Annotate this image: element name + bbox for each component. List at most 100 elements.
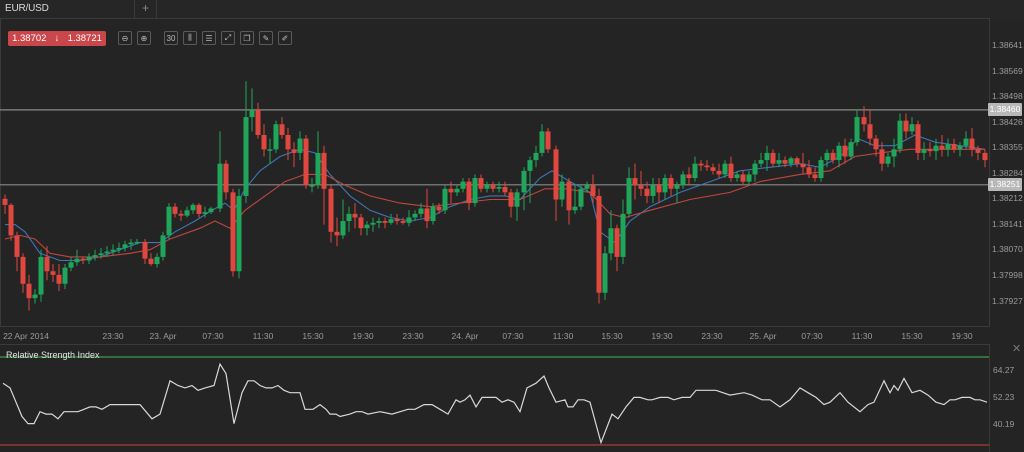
pencil-icon: ✐ — [281, 33, 289, 43]
timeframe-button[interactable]: 30 — [164, 31, 178, 45]
candle-body — [236, 195, 242, 272]
candle-body — [854, 117, 860, 143]
candle-body — [321, 152, 327, 189]
candle-body — [668, 178, 674, 189]
candle-body — [818, 160, 824, 179]
candle-body — [921, 149, 927, 153]
candle-body — [412, 213, 418, 218]
candle-body — [418, 208, 424, 214]
candle-body — [382, 221, 388, 223]
compare-button[interactable]: ❐ — [240, 31, 254, 45]
candle-body — [406, 217, 412, 223]
time-tick-label: 07:30 — [801, 331, 823, 341]
candle-body — [885, 156, 891, 164]
candle-body — [638, 185, 644, 189]
candle-body — [909, 124, 915, 132]
time-tick-label: 11:30 — [252, 331, 274, 341]
candle-body — [442, 188, 448, 211]
candle-body — [508, 192, 514, 207]
candle-body — [104, 251, 110, 254]
candle-body — [496, 186, 502, 189]
candle-body — [273, 124, 279, 150]
arrow-down-icon: ↓ — [54, 33, 60, 44]
moving-average-line — [4, 148, 985, 258]
tab-eurusd[interactable]: EUR/USD — [0, 0, 134, 19]
candle-body — [92, 255, 98, 257]
candle-body — [674, 185, 680, 189]
candle-body — [223, 163, 229, 193]
candle-body — [190, 204, 196, 211]
add-tab-button[interactable]: + — [134, 0, 157, 19]
candle-body — [698, 163, 704, 166]
time-tick-label: 15:30 — [901, 331, 923, 341]
candle-body — [196, 204, 202, 214]
candle-body — [533, 152, 539, 161]
candle-body — [602, 253, 608, 293]
candle-body — [848, 142, 854, 157]
candle-body — [334, 231, 340, 236]
moving-average-line — [5, 134, 986, 262]
price-tick-label: 1.37927 — [992, 296, 1023, 306]
candle-body — [903, 120, 909, 132]
candle-body — [8, 204, 14, 236]
edit-button[interactable]: ✎ — [259, 31, 273, 45]
rsi-title: Relative Strength Index — [6, 350, 100, 360]
time-tick-label: 11:30 — [552, 331, 574, 341]
time-tick-label: 23:30 — [701, 331, 723, 341]
candle-body — [716, 170, 722, 175]
zoom-in-icon: ⊕ — [140, 33, 148, 43]
quote-badge[interactable]: 1.38702 ↓ 1.38721 — [8, 31, 106, 46]
draw-button[interactable]: ✐ — [278, 31, 292, 45]
candle-body — [166, 206, 172, 236]
candlestick-icon: ⫼ — [188, 33, 192, 42]
candle-body — [800, 163, 806, 168]
candle-body — [291, 149, 297, 153]
chart-type-button[interactable]: ⫼ — [183, 31, 197, 45]
candle-body — [142, 241, 148, 259]
candle-body — [752, 163, 758, 175]
candle-body — [566, 181, 572, 211]
candle-body — [782, 160, 788, 164]
candle-body — [122, 244, 128, 248]
candle-body — [963, 138, 969, 146]
sliders-icon: ☰ — [205, 33, 213, 43]
time-tick-label: 11:30 — [851, 331, 873, 341]
candle-body — [303, 138, 309, 186]
trend-button[interactable]: ⤢ — [221, 31, 235, 45]
candle-body — [812, 174, 818, 179]
candle-body — [26, 283, 32, 299]
edit-icon: ✎ — [262, 33, 270, 43]
candle-body — [650, 185, 656, 196]
candle-body — [184, 210, 190, 216]
candle-body — [710, 167, 716, 171]
price-tick-label: 1.37998 — [992, 270, 1023, 280]
candle-body — [758, 160, 764, 164]
price-level-badge: 1.38251 — [988, 178, 1022, 191]
rsi-tick-label: 52.23 — [993, 392, 1015, 402]
indicators-button[interactable]: ☰ — [202, 31, 216, 45]
candle-body — [514, 192, 520, 207]
candle-body — [614, 228, 620, 257]
candle-body — [734, 174, 740, 179]
zoom-out-button[interactable]: ⊖ — [118, 31, 132, 45]
close-icon[interactable]: ✕ — [1012, 343, 1022, 355]
price-tick-label: 1.38070 — [992, 244, 1023, 254]
candle-body — [285, 134, 291, 150]
candle-body — [939, 145, 945, 150]
zoom-in-button[interactable]: ⊕ — [137, 31, 151, 45]
candle-body — [521, 170, 527, 193]
candle-body — [267, 149, 273, 151]
price-tick-label: 1.38498 — [992, 91, 1023, 101]
candle-body — [722, 163, 728, 175]
candle-body — [836, 145, 842, 161]
candle-body — [148, 258, 154, 265]
candle-body — [249, 109, 255, 118]
candle-body — [553, 149, 559, 200]
candle-body — [692, 163, 698, 179]
time-tick-label: 19:30 — [651, 331, 673, 341]
candle-body — [746, 174, 752, 182]
candle-body — [867, 124, 873, 139]
candle-body — [98, 253, 104, 256]
candle-body — [128, 242, 134, 245]
